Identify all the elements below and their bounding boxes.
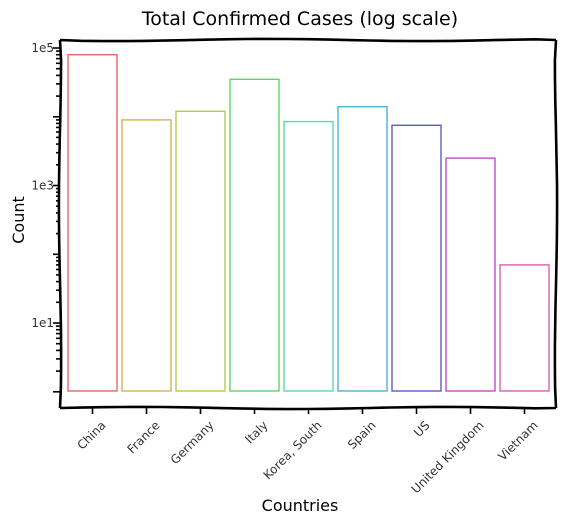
bar-us <box>391 124 442 392</box>
bar-vietnam <box>499 264 550 392</box>
plot-frame <box>57 37 559 411</box>
x-tick-label: France <box>125 418 163 456</box>
bar-spain <box>337 105 388 392</box>
bar-china <box>67 54 118 392</box>
x-tick-label: Germany <box>168 418 217 467</box>
x-tick-label: Spain <box>345 418 379 452</box>
y-tick-label: 1e5 <box>31 41 54 55</box>
y-tick-label: 1e3 <box>31 179 54 193</box>
x-tick-label: Italy <box>242 418 270 446</box>
bar-korea-south <box>283 120 334 392</box>
x-tick-label: China <box>74 418 108 452</box>
bar-germany <box>175 110 226 392</box>
chart-title: Total Confirmed Cases (log scale) <box>141 8 458 30</box>
x-tick-label: US <box>411 418 433 440</box>
bar-france <box>121 119 172 392</box>
x-axis-label: Countries <box>262 496 339 515</box>
y-tick-label: 1e1 <box>31 316 54 330</box>
bar-italy <box>229 78 280 392</box>
y-axis-label: Count <box>9 196 28 244</box>
y-ticks-group: 1e1 1e3 1e5 <box>31 41 60 393</box>
bars-group <box>67 54 550 392</box>
x-tick-label: Vietnam <box>495 418 540 463</box>
bar-united-kingdom <box>445 157 496 392</box>
